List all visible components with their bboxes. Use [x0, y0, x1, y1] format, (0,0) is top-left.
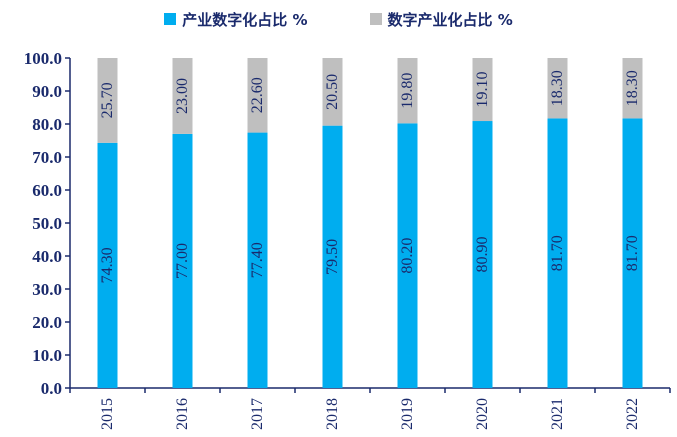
data-label: 80.20 — [399, 238, 416, 274]
bar-digital-industrialization-2022 — [622, 58, 643, 119]
x-tick-label-2020: 2020 — [474, 398, 491, 430]
data-label: 80.90 — [474, 237, 491, 273]
legend: 产业数字化占比 % 数字产业化占比 % — [0, 8, 677, 30]
data-label: 18.30 — [549, 70, 566, 106]
data-label: 77.00 — [174, 243, 191, 279]
bar-industrial-digitization-2019 — [397, 123, 418, 388]
y-tick-label: 70.0 — [32, 148, 62, 167]
bar-industrial-digitization-2020 — [472, 121, 493, 388]
y-tick-label: 60.0 — [32, 181, 62, 200]
y-tick-label: 40.0 — [32, 247, 62, 266]
x-tick-label-2021: 2021 — [549, 398, 566, 430]
x-tick-label-2019: 2019 — [399, 398, 416, 430]
x-tick-label-2017: 2017 — [249, 398, 266, 430]
y-tick-label: 30.0 — [32, 280, 62, 299]
bar-industrial-digitization-2022 — [622, 118, 643, 388]
data-label: 23.00 — [174, 78, 191, 114]
data-label: 19.80 — [399, 73, 416, 109]
legend-label-digital-industrialization: 数字产业化占比 % — [387, 10, 513, 29]
legend-item-industrial-digitization: 产业数字化占比 % — [164, 9, 308, 30]
bar-digital-industrialization-2018 — [322, 58, 343, 126]
data-label: 20.50 — [324, 74, 341, 110]
x-tick-label-2015: 2015 — [99, 398, 116, 430]
x-tick-label-2016: 2016 — [174, 398, 191, 430]
x-tick-label-2022: 2022 — [624, 398, 641, 430]
bar-industrial-digitization-2018 — [322, 125, 343, 389]
bar-digital-industrialization-2015 — [97, 58, 118, 143]
data-label: 79.50 — [324, 239, 341, 275]
bar-industrial-digitization-2021 — [547, 118, 568, 388]
bar-industrial-digitization-2015 — [97, 142, 118, 388]
legend-item-digital-industrialization: 数字产业化占比 % — [369, 9, 513, 30]
data-label: 81.70 — [624, 235, 641, 271]
y-tick-label: 80.0 — [32, 115, 62, 134]
legend-swatch-digital-industrialization — [369, 13, 382, 25]
y-tick-label: 10.0 — [32, 346, 62, 365]
data-label: 22.60 — [249, 77, 266, 113]
data-label: 19.10 — [474, 72, 491, 108]
bar-industrial-digitization-2017 — [247, 132, 268, 388]
bar-digital-industrialization-2020 — [472, 58, 493, 122]
data-label: 81.70 — [549, 235, 566, 271]
y-tick-label: 20.0 — [32, 313, 62, 332]
bar-industrial-digitization-2016 — [172, 133, 193, 388]
x-tick-label-2018: 2018 — [324, 398, 341, 430]
data-label: 18.30 — [624, 70, 641, 106]
bar-digital-industrialization-2021 — [547, 58, 568, 119]
data-label: 25.70 — [99, 82, 116, 118]
legend-swatch-industrial-digitization — [164, 13, 177, 25]
bar-digital-industrialization-2017 — [247, 58, 268, 133]
bar-digital-industrialization-2019 — [397, 58, 418, 124]
y-tick-label: 0.0 — [41, 379, 62, 398]
legend-label-industrial-digitization: 产业数字化占比 % — [182, 10, 308, 29]
y-tick-label: 90.0 — [32, 82, 62, 101]
data-label: 77.40 — [249, 242, 266, 278]
bar-digital-industrialization-2016 — [172, 58, 193, 134]
y-tick-label: 50.0 — [32, 214, 62, 233]
y-tick-label: 100.0 — [24, 49, 62, 68]
data-label: 74.30 — [99, 247, 116, 283]
